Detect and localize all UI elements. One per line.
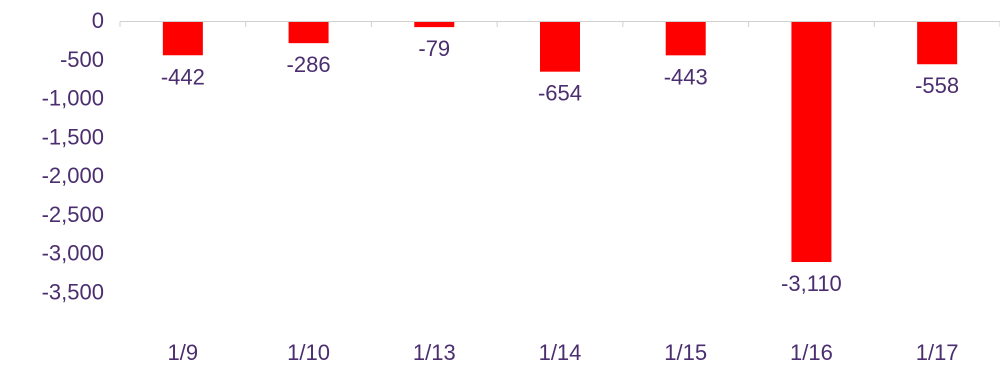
y-tick-label: -2,000 <box>42 163 104 188</box>
y-tick-label: -1,500 <box>42 124 104 149</box>
x-tick-label: 1/17 <box>916 340 959 365</box>
y-tick-label: -1,000 <box>42 86 104 111</box>
data-labels: -442 -286 -79 -654 -443 -3,110 -558 <box>161 36 959 296</box>
y-tick-label: -3,500 <box>42 279 104 304</box>
data-label: -442 <box>161 64 205 89</box>
bars <box>162 22 958 263</box>
bar <box>414 22 455 28</box>
y-tick-label: -500 <box>60 47 104 72</box>
bar <box>162 22 203 56</box>
data-label: -558 <box>915 73 959 98</box>
data-label: -286 <box>287 52 331 77</box>
x-tick-label: 1/10 <box>287 340 330 365</box>
x-tick-label: 1/16 <box>790 340 833 365</box>
x-axis-labels: 1/9 1/10 1/13 1/14 1/15 1/16 1/17 <box>168 340 959 365</box>
y-tick-label: 0 <box>92 8 104 33</box>
data-label: -3,110 <box>781 271 842 296</box>
bar <box>288 22 329 44</box>
data-label: -79 <box>418 36 450 61</box>
x-tick-label: 1/13 <box>413 340 456 365</box>
data-label: -443 <box>664 64 708 89</box>
bar <box>917 22 958 65</box>
bar <box>665 22 706 56</box>
x-tick-label: 1/15 <box>664 340 707 365</box>
y-tick-label: -3,000 <box>42 241 104 266</box>
x-axis-ticks <box>119 21 1000 27</box>
x-tick-label: 1/9 <box>168 340 199 365</box>
bar <box>791 22 832 263</box>
bar <box>540 22 580 72</box>
y-tick-label: -2,500 <box>42 202 104 227</box>
data-label: -654 <box>538 81 582 106</box>
y-axis-labels: 0 -500 -1,000 -1,500 -2,000 -2,500 -3,000 -3,50… <box>42 8 104 304</box>
x-tick-label: 1/14 <box>539 340 582 365</box>
